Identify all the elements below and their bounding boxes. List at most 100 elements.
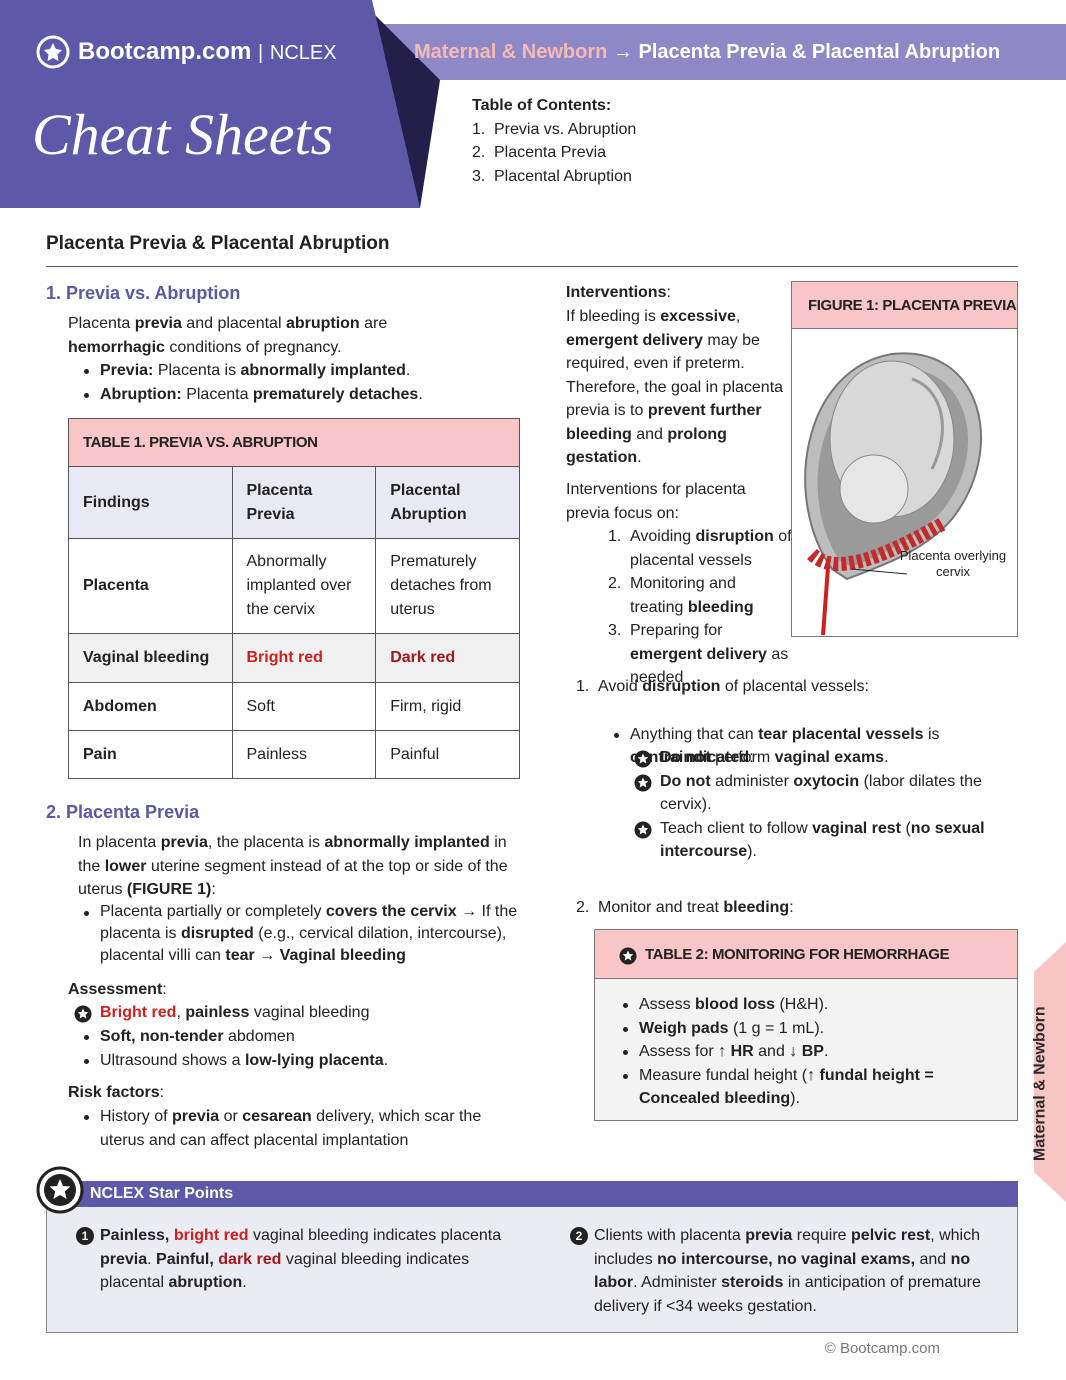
star-points-title: NCLEX Star Points bbox=[60, 1181, 1018, 1207]
text-run: abdomen bbox=[223, 1028, 295, 1045]
label: Interventions: bbox=[566, 281, 671, 305]
bold-run: previa bbox=[100, 1250, 148, 1268]
star-icon bbox=[619, 947, 637, 965]
table-cell: Bright red bbox=[231, 633, 377, 683]
bold-run: previa bbox=[745, 1227, 793, 1244]
script-title: Cheat Sheets bbox=[32, 102, 334, 167]
text-run: , bbox=[735, 308, 741, 325]
page-title: Placenta Previa & Placental Abruption bbox=[46, 233, 390, 254]
bold-run: low-lying placenta bbox=[244, 1051, 384, 1069]
brand-product: NCLEX bbox=[269, 42, 337, 64]
bullet-list: Previa: Placenta is abnormally implanted… bbox=[78, 359, 518, 406]
text-run: Prematurely detaches from uterus bbox=[390, 553, 492, 618]
star-item: Bright red, painless vaginal bleeding bbox=[74, 1001, 514, 1025]
text-run: Abnormally implanted over the cervix bbox=[246, 553, 352, 618]
title-rule bbox=[46, 266, 1018, 267]
text-run: Placenta Previa bbox=[494, 144, 607, 161]
bold-run: lower bbox=[104, 857, 147, 875]
star-point: 1 Painless, bright red vaginal bleeding i… bbox=[76, 1224, 516, 1295]
text-run: Assess for bbox=[639, 1043, 719, 1060]
bold-run: abnormally implanted bbox=[240, 362, 406, 379]
text-run: ( bbox=[901, 819, 911, 837]
text-run: (e.g., cervical dilation, intercourse), … bbox=[100, 925, 507, 964]
table-title: TABLE 1. PREVIA VS. ABRUPTION bbox=[68, 418, 520, 467]
bullet-item: Placenta partially or completely covers … bbox=[78, 901, 518, 967]
section-heading: 2. Placenta Previa bbox=[46, 802, 200, 822]
bullet-item: History of previa or cesarean delivery, … bbox=[78, 1105, 524, 1152]
item-text: Painless, bright red vaginal bleeding in… bbox=[100, 1224, 516, 1295]
section-heading: 1. Previa vs. Abruption bbox=[46, 283, 241, 303]
breadcrumb-arrow: → bbox=[612, 41, 633, 63]
numbered-list: 1. Avoiding disruption of placental vesse… bbox=[608, 525, 792, 690]
text-run: . bbox=[147, 1250, 157, 1268]
item-text: Placental Abruption bbox=[494, 165, 632, 189]
text-run: Avoiding bbox=[630, 528, 696, 545]
list-item: 2. Monitoring and treating bleeding bbox=[608, 572, 792, 619]
bold-run: Painless, bbox=[100, 1227, 174, 1244]
label: Assessment: bbox=[68, 978, 167, 1002]
bold-run: Painful, bbox=[156, 1250, 219, 1268]
text-run: as needed bbox=[630, 645, 789, 687]
row-header: Placenta bbox=[68, 538, 233, 634]
text-run: uterine segment instead of at the top or… bbox=[78, 857, 508, 899]
item-text: Placenta Previa bbox=[494, 141, 606, 165]
bold-run: bleeding bbox=[687, 598, 754, 616]
bold-run: (FIGURE 1) bbox=[126, 881, 212, 898]
item-text: Clients with placenta previa require pel… bbox=[594, 1224, 1010, 1318]
text-run: ). bbox=[747, 843, 757, 860]
figure-1: FIGURE 1: PLACENTA PREVIA Placenta overl… bbox=[791, 281, 1018, 659]
bold-run: tear → Vaginal bleeding bbox=[225, 947, 406, 964]
bullet-item: Assess for ↑ HR and ↓ BP. bbox=[617, 1040, 1007, 1064]
bullet-list: Assess blood loss (H&H). Weigh pads (1 g … bbox=[595, 979, 1017, 1111]
text-run: Preparing for bbox=[630, 622, 723, 639]
header-background bbox=[0, 0, 1066, 208]
bullet-list: Placenta partially or completely covers … bbox=[78, 901, 518, 967]
text-run: Placenta bbox=[181, 385, 253, 403]
bold-run: disrupted bbox=[180, 925, 254, 942]
side-tab-label: Maternal & Newborn bbox=[1031, 1006, 1049, 1162]
red-run: bright red bbox=[173, 1227, 249, 1244]
item-text: Avoid disruption of placental vessels: bbox=[598, 675, 869, 699]
breadcrumb-section: Maternal & Newborn bbox=[414, 41, 608, 63]
breadcrumb: Maternal & Newborn → Placenta Previa & P… bbox=[414, 38, 1000, 66]
paragraph: Interventions for placenta previa focus … bbox=[566, 481, 746, 522]
text-run: perform bbox=[710, 749, 775, 766]
row-header: Pain bbox=[68, 730, 233, 779]
star-icon bbox=[634, 774, 652, 791]
text-run: Monitoring and treating bbox=[630, 575, 736, 616]
star-points-box bbox=[46, 1206, 1018, 1333]
toc-title: Table of Contents: bbox=[472, 97, 612, 114]
bold-run: pelvic rest bbox=[851, 1227, 931, 1244]
bold-run: hemorrhagic bbox=[68, 338, 165, 356]
bold-run: Do not bbox=[660, 749, 711, 766]
table-title: TABLE 2: MONITORING FOR HEMORRHAGE bbox=[645, 946, 950, 963]
table-row: Abdomen Soft Firm, rigid bbox=[68, 682, 520, 731]
text-run: conditions of pregnancy. bbox=[164, 338, 342, 356]
item-text: Monitoring and treating bleeding bbox=[630, 572, 792, 619]
text-run: Previa vs. Abruption bbox=[494, 120, 637, 138]
bold-run: disruption bbox=[642, 678, 721, 695]
text-run: Measure fundal height ( bbox=[639, 1066, 808, 1084]
toc-list: 1. Previa vs. Abruption 2. Placenta Previa 3… bbox=[472, 118, 772, 189]
text-run: : bbox=[789, 899, 794, 916]
bold-run: Assessment bbox=[68, 981, 163, 998]
bullet-item: Assess blood loss (H&H). bbox=[617, 993, 1007, 1017]
text-run: vaginal bleeding indicates placenta bbox=[248, 1227, 502, 1244]
bold-run: no labor bbox=[594, 1250, 971, 1292]
item-marker: 1. bbox=[608, 528, 622, 545]
item-marker: 2. bbox=[472, 144, 486, 161]
table-header: Findings Placenta Previa Placental Abrupti… bbox=[68, 466, 520, 539]
text-run: : bbox=[666, 284, 671, 301]
text-run: : bbox=[211, 881, 216, 898]
text-run: Clients with placenta bbox=[594, 1227, 746, 1244]
text-run: Soft bbox=[246, 697, 275, 715]
text-run: Painful bbox=[390, 745, 440, 763]
table-2: TABLE 2: MONITORING FOR HEMORRHAGE Asses… bbox=[594, 929, 1018, 1121]
text-run: (1 g = 1 mL). bbox=[728, 1019, 825, 1037]
bold-run: vaginal rest bbox=[812, 819, 902, 837]
brand-divider: | bbox=[258, 42, 264, 64]
bold-run: painless bbox=[185, 1004, 250, 1021]
table-1: TABLE 1. PREVIA VS. ABRUPTION Findings Pl… bbox=[68, 418, 520, 779]
bold-run: prematurely detaches bbox=[252, 385, 419, 403]
